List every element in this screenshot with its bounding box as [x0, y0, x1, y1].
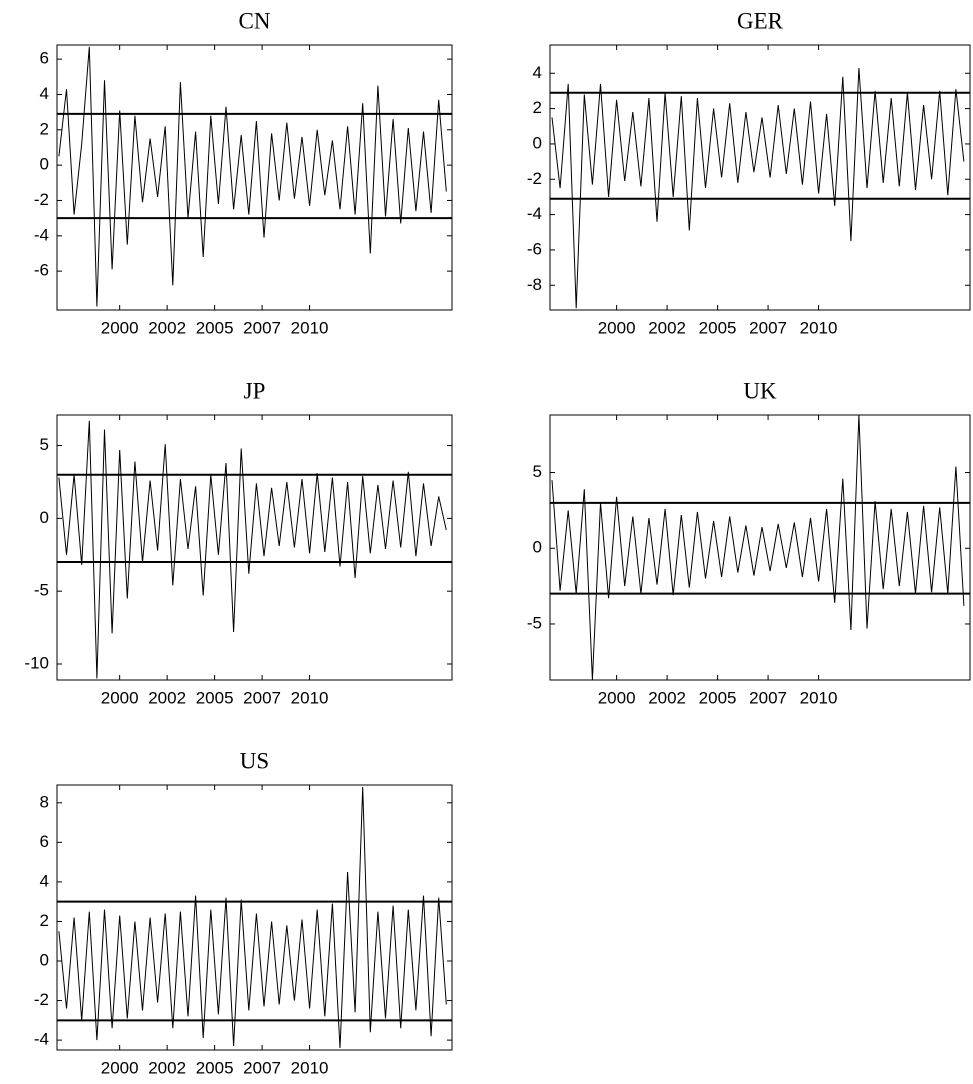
y-tick-label: -2	[34, 190, 49, 209]
y-tick-label: -2	[34, 990, 49, 1009]
y-tick-label: 0	[40, 508, 49, 527]
x-tick-label: 2007	[749, 688, 787, 707]
y-tick-label: 0	[533, 133, 542, 152]
x-tick-label: 2000	[101, 688, 139, 707]
x-tick-label: 2010	[291, 688, 329, 707]
plot-frame	[549, 44, 971, 311]
y-tick-label: 2	[40, 911, 49, 930]
plot-frame	[56, 44, 453, 311]
x-tick-label: 2005	[196, 1058, 234, 1077]
y-tick-label: 5	[533, 462, 542, 481]
x-tick-label: 2005	[196, 688, 234, 707]
series-line	[58, 420, 447, 679]
series-line	[551, 67, 965, 309]
x-tick-label: 2002	[148, 688, 186, 707]
y-tick-label: 6	[40, 49, 49, 68]
x-tick-label: 2002	[648, 688, 686, 707]
x-tick-label: 2007	[243, 318, 281, 337]
y-tick-label: 2	[40, 119, 49, 138]
x-tick-label: 2000	[101, 1058, 139, 1077]
x-tick-label: 2010	[291, 1058, 329, 1077]
plot-frame	[56, 784, 453, 1051]
y-tick-label: 0	[533, 538, 542, 557]
panel-title: GER	[737, 8, 784, 33]
x-tick-label: 2000	[598, 688, 636, 707]
y-tick-label: -6	[34, 261, 49, 280]
x-tick-label: 2010	[800, 318, 838, 337]
panel-title: JP	[244, 378, 266, 403]
panel-title: CN	[239, 8, 271, 33]
plot-frame	[56, 414, 453, 681]
x-tick-label: 2007	[243, 688, 281, 707]
x-tick-label: 2005	[699, 318, 737, 337]
x-tick-label: 2010	[800, 688, 838, 707]
series-line	[58, 786, 447, 1049]
y-tick-label: -5	[34, 581, 49, 600]
y-tick-label: -2	[527, 169, 542, 188]
x-tick-label: 2010	[291, 318, 329, 337]
y-tick-label: 4	[533, 63, 542, 82]
y-tick-label: 4	[40, 84, 49, 103]
panel-title: UK	[743, 378, 777, 403]
y-tick-label: -6	[527, 239, 542, 258]
y-tick-label: -5	[527, 613, 542, 632]
plot-frame	[549, 414, 971, 681]
y-tick-label: -4	[34, 1030, 49, 1049]
x-tick-label: 2002	[148, 1058, 186, 1077]
y-tick-label: -10	[24, 653, 49, 672]
series-line	[58, 46, 447, 307]
y-tick-label: 8	[40, 792, 49, 811]
y-tick-label: 0	[40, 155, 49, 174]
x-tick-label: 2005	[699, 688, 737, 707]
y-tick-label: -8	[527, 275, 542, 294]
y-tick-label: 6	[40, 832, 49, 851]
y-tick-label: 5	[40, 435, 49, 454]
x-tick-label: 2002	[648, 318, 686, 337]
x-tick-label: 2000	[598, 318, 636, 337]
x-tick-label: 2002	[148, 318, 186, 337]
y-tick-label: 0	[40, 950, 49, 969]
y-tick-label: -4	[34, 225, 49, 244]
y-tick-label: 4	[40, 871, 49, 890]
x-tick-label: 2000	[101, 318, 139, 337]
x-tick-label: 2007	[243, 1058, 281, 1077]
series-line	[551, 414, 965, 681]
panel-title: US	[240, 748, 269, 773]
x-tick-label: 2007	[749, 318, 787, 337]
y-tick-label: -4	[527, 204, 542, 223]
x-tick-label: 2005	[196, 318, 234, 337]
y-tick-label: 2	[533, 98, 542, 117]
